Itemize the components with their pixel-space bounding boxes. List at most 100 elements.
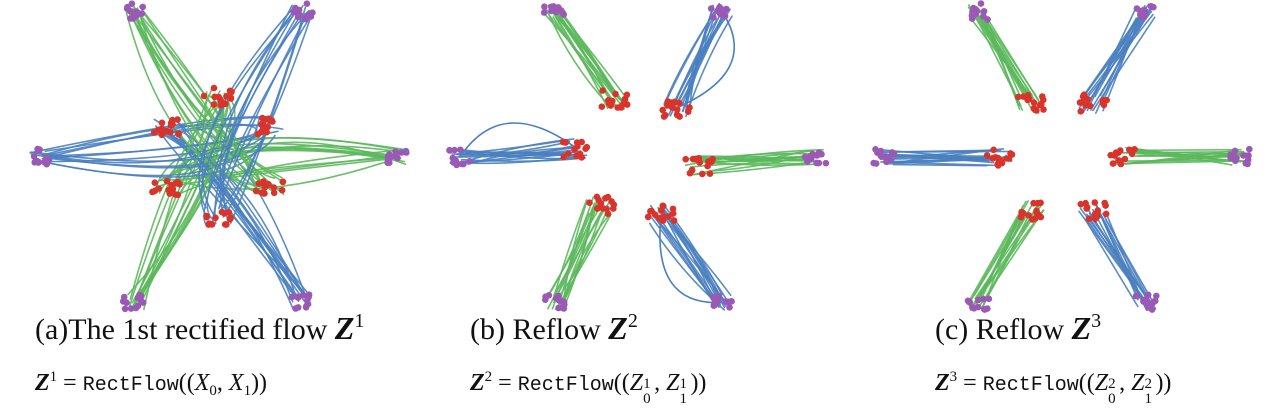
flow-path [154,157,388,189]
source-point [662,111,669,119]
source-point [167,119,175,127]
target-point [132,304,140,312]
target-point [446,147,453,154]
target-point [451,146,458,154]
formula-a-lhs-sup: 1 [49,369,58,385]
source-point [994,160,1001,168]
flow-path [559,211,602,311]
flow-path-outlier [459,122,578,158]
source-point [1085,215,1093,222]
source-point [1007,150,1014,157]
target-point [977,0,985,7]
target-point [822,159,830,167]
target-point [450,159,457,166]
source-point [1094,207,1102,214]
flow-path [454,154,566,158]
formula-b-close: )) [690,370,707,396]
formula-a-sep: , [216,370,229,396]
panel-c [862,0,1262,416]
source-point [1086,102,1094,110]
target-point [392,148,399,155]
target-point [970,305,978,312]
flow-path [1099,17,1145,97]
flow-path [219,10,295,221]
target-point [296,11,304,19]
target-point [135,10,142,17]
source-point [262,116,270,123]
formula-b-arg1-sup: 1 [643,376,651,392]
source-point [1102,202,1109,209]
formula-b-arg1: Z [629,370,644,396]
formula-a-open: (( [178,370,195,396]
flow-path [558,10,625,96]
flow-path [43,124,258,157]
source-point [212,214,219,222]
source-point [573,152,580,160]
formula-b-lhs: Z [470,370,485,396]
target-point [139,3,147,11]
source-point [1102,210,1110,218]
source-point [1030,199,1037,207]
source-point [583,143,591,151]
flow-path [885,153,993,159]
source-point [709,155,716,163]
target-points [870,0,1253,313]
source-point [1030,105,1038,112]
source-point [610,205,617,212]
flow-path [1084,218,1139,308]
caption-a: (a)The 1st rectified flow Z1 [35,308,364,350]
flow-path [1115,152,1248,165]
source-point [699,170,706,178]
source-point [1117,147,1124,154]
source-point [659,106,666,114]
flow-path [1095,203,1139,301]
source-point [1131,146,1138,153]
source-point [200,92,208,100]
target-point [31,159,38,166]
formula-c-close: )) [1155,370,1172,396]
flow-path [211,18,310,227]
flow-path [138,5,258,189]
target-point [398,149,406,156]
target-point [552,294,560,302]
flow-path [1092,16,1156,112]
flow-path [984,14,1041,104]
source-point [270,184,278,191]
source-point [158,131,166,139]
plot-b-flow-trajectories [446,2,830,312]
target-point [1133,292,1141,300]
source-point [176,181,183,188]
plot-c-flow-trajectories [870,0,1253,313]
target-point [1244,160,1251,168]
source-point [667,99,675,106]
flow-path [1086,219,1151,308]
source-point [608,198,615,205]
flow-path-outlier [675,10,736,109]
source-point [210,101,218,108]
target-point [719,11,726,19]
flow-path [967,200,1027,304]
flow-path [973,217,1023,296]
flow-path [206,14,294,221]
source-point [227,214,234,222]
formula-c-arg1-sup: 2 [1108,376,1116,392]
target-point [726,304,733,311]
flow-path [1078,13,1154,109]
formula-c-lhs: Z [935,370,950,396]
target-point [121,305,129,313]
source-point [595,196,602,204]
flow-path [552,199,588,301]
source-point [565,150,572,157]
formula-c-eq: = [957,370,983,396]
formula-c-arg2-sup: 2 [1144,376,1152,392]
plot-a-flow-trajectories [29,0,410,313]
source-point [172,191,179,198]
target-point [984,305,991,312]
target-point [1144,291,1152,299]
target-point [307,13,315,20]
source-point [1014,93,1022,101]
source-point [686,104,693,111]
target-point [710,294,717,301]
source-point [1025,212,1033,219]
target-point [710,14,717,21]
